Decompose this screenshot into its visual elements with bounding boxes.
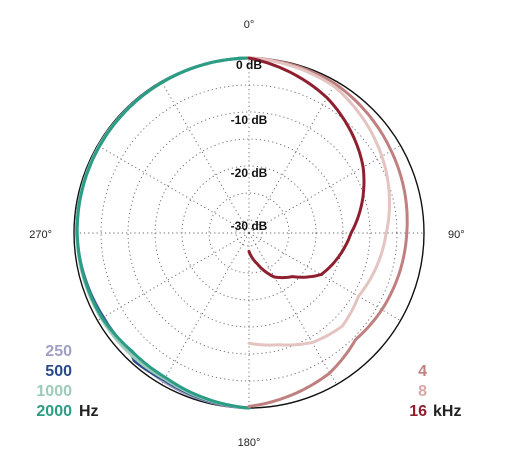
- grid-spoke: [161, 232, 250, 385]
- legend-250: 250: [45, 343, 72, 360]
- grid-spoke: [97, 232, 250, 321]
- grid-ring: [208, 192, 290, 274]
- radial-label-0db: 0 dB: [236, 58, 262, 72]
- right-series-curve-4: [247, 56, 409, 408]
- grid-spoke: [248, 232, 337, 385]
- right-series-curve-16: [247, 56, 366, 280]
- radial-label-minus10db: -10 dB: [231, 113, 268, 127]
- legend-unit-khz: kHz: [433, 403, 461, 420]
- grid-ring: [127, 111, 371, 355]
- legend-right: 4 8 16 kHz: [409, 363, 461, 420]
- legend-left: 250 500 1000 2000 Hz: [36, 343, 98, 420]
- legend-16: 16: [409, 403, 427, 420]
- angle-label-180: 180°: [238, 437, 261, 449]
- grid-ring: [154, 138, 344, 328]
- legend-unit-hz: Hz: [79, 403, 99, 420]
- grid-spoke: [97, 145, 250, 234]
- angle-label-90: 90°: [448, 229, 465, 241]
- grid-spoke: [161, 81, 250, 234]
- grid-ring: [181, 165, 317, 301]
- grid-spoke: [248, 145, 401, 234]
- angle-label-0: 0°: [244, 19, 255, 31]
- angle-label-270: 270°: [29, 229, 52, 241]
- radial-label-minus20db: -20 dB: [231, 166, 268, 180]
- radial-label-minus30db: -30 dB: [231, 219, 268, 233]
- legend-4: 4: [418, 363, 427, 380]
- right-series-curve-8: [247, 56, 391, 347]
- response-curves: [75, 56, 409, 410]
- legend-500: 500: [45, 363, 72, 380]
- legend-1000: 1000: [36, 383, 72, 400]
- left-series-curve-2000: [75, 56, 251, 410]
- legend-8: 8: [418, 383, 427, 400]
- grid-spoke: [248, 81, 337, 234]
- legend-2000: 2000: [36, 403, 72, 420]
